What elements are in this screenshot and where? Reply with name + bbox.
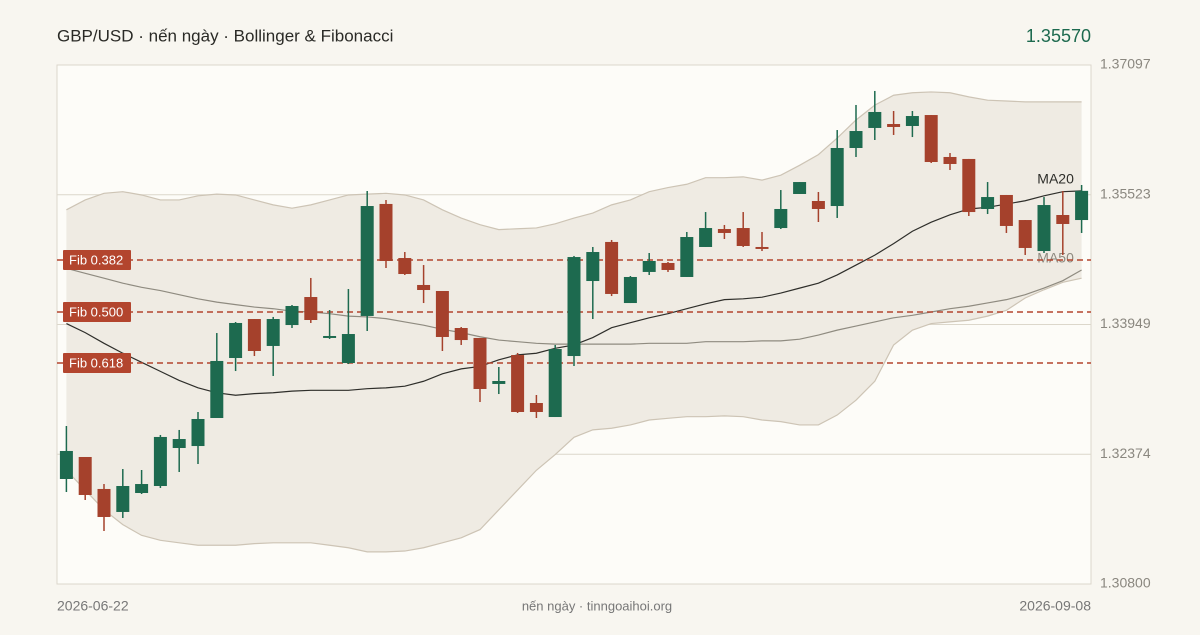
candle-body <box>830 147 844 207</box>
y-tick-label: 1.32374 <box>1100 445 1151 461</box>
candle-body <box>210 360 224 419</box>
candle-body <box>642 260 656 272</box>
fib-label: Fib 0.618 <box>69 355 123 370</box>
candle-body <box>492 380 506 384</box>
candle-body <box>699 228 713 247</box>
ma-label: MA50 <box>1037 250 1074 266</box>
candle-body <box>623 276 637 304</box>
candle-body <box>97 488 111 517</box>
candle-body <box>1056 215 1070 224</box>
candle-body <box>266 319 280 346</box>
candle-body <box>379 203 393 261</box>
candle-body <box>943 156 957 164</box>
candle-body <box>247 319 261 351</box>
fib-label-box <box>63 302 131 323</box>
candle-body <box>59 450 73 479</box>
candle-body <box>736 228 750 246</box>
candle-body <box>454 328 468 341</box>
candle-body <box>774 208 788 229</box>
candle-body <box>1018 220 1032 248</box>
candle-body <box>661 262 675 270</box>
candle-body <box>811 200 825 209</box>
candle-body <box>191 418 205 447</box>
candle-body <box>473 337 487 389</box>
candle-body <box>285 305 299 326</box>
candle-body <box>586 252 600 282</box>
fib-label-box <box>63 250 131 271</box>
candle-body <box>605 241 619 294</box>
y-tick-label: 1.37097 <box>1100 56 1151 72</box>
candle-body <box>417 284 431 291</box>
y-tick-label: 1.30800 <box>1100 575 1151 591</box>
candle-body <box>1037 205 1051 252</box>
x-tick-label: 2026-06-22 <box>57 598 129 614</box>
candle-body <box>398 258 412 275</box>
candle-body <box>511 355 525 412</box>
candle-body <box>1075 190 1089 221</box>
candle-body <box>435 290 449 337</box>
candle-body <box>153 436 167 487</box>
candle-body <box>360 206 374 316</box>
candle-body <box>323 335 337 338</box>
candle-body <box>78 456 92 495</box>
y-tick-label: 1.33949 <box>1100 315 1151 331</box>
footer-source: nến ngày · tinngoaihoi.org <box>522 598 672 613</box>
chart-title: GBP/USD · nến ngày · Bollinger & Fibonac… <box>57 26 393 45</box>
candle-body <box>548 349 562 418</box>
candle-body <box>755 246 769 249</box>
bollinger-upper <box>66 91 1082 231</box>
candle-body <box>999 194 1013 226</box>
candle-body <box>529 403 543 412</box>
candle-body <box>717 229 731 233</box>
candle-body <box>135 484 149 494</box>
candle-body <box>868 111 882 128</box>
x-tick-label: 2026-09-08 <box>1019 598 1091 614</box>
bollinger-lower <box>65 277 1082 553</box>
fib-label-box <box>63 353 131 374</box>
candle-body <box>172 439 186 449</box>
candle-body <box>887 124 901 127</box>
candle-body <box>793 182 807 194</box>
candle-body <box>849 131 863 148</box>
ma-label: MA20 <box>1037 171 1074 187</box>
candle-body <box>304 297 318 321</box>
candle-body <box>981 197 995 209</box>
candle-body <box>905 116 919 126</box>
candle-body <box>341 334 355 364</box>
candle-body <box>924 115 938 163</box>
last-price: 1.35570 <box>1026 26 1091 46</box>
fib-label: Fib 0.382 <box>69 252 123 267</box>
candle-body <box>680 237 694 277</box>
y-tick-label: 1.35523 <box>1100 185 1151 201</box>
candle-body <box>567 257 581 357</box>
fib-label: Fib 0.500 <box>69 304 123 319</box>
candle-body <box>962 158 976 213</box>
candle-body <box>229 322 243 359</box>
candle-body <box>116 486 130 512</box>
